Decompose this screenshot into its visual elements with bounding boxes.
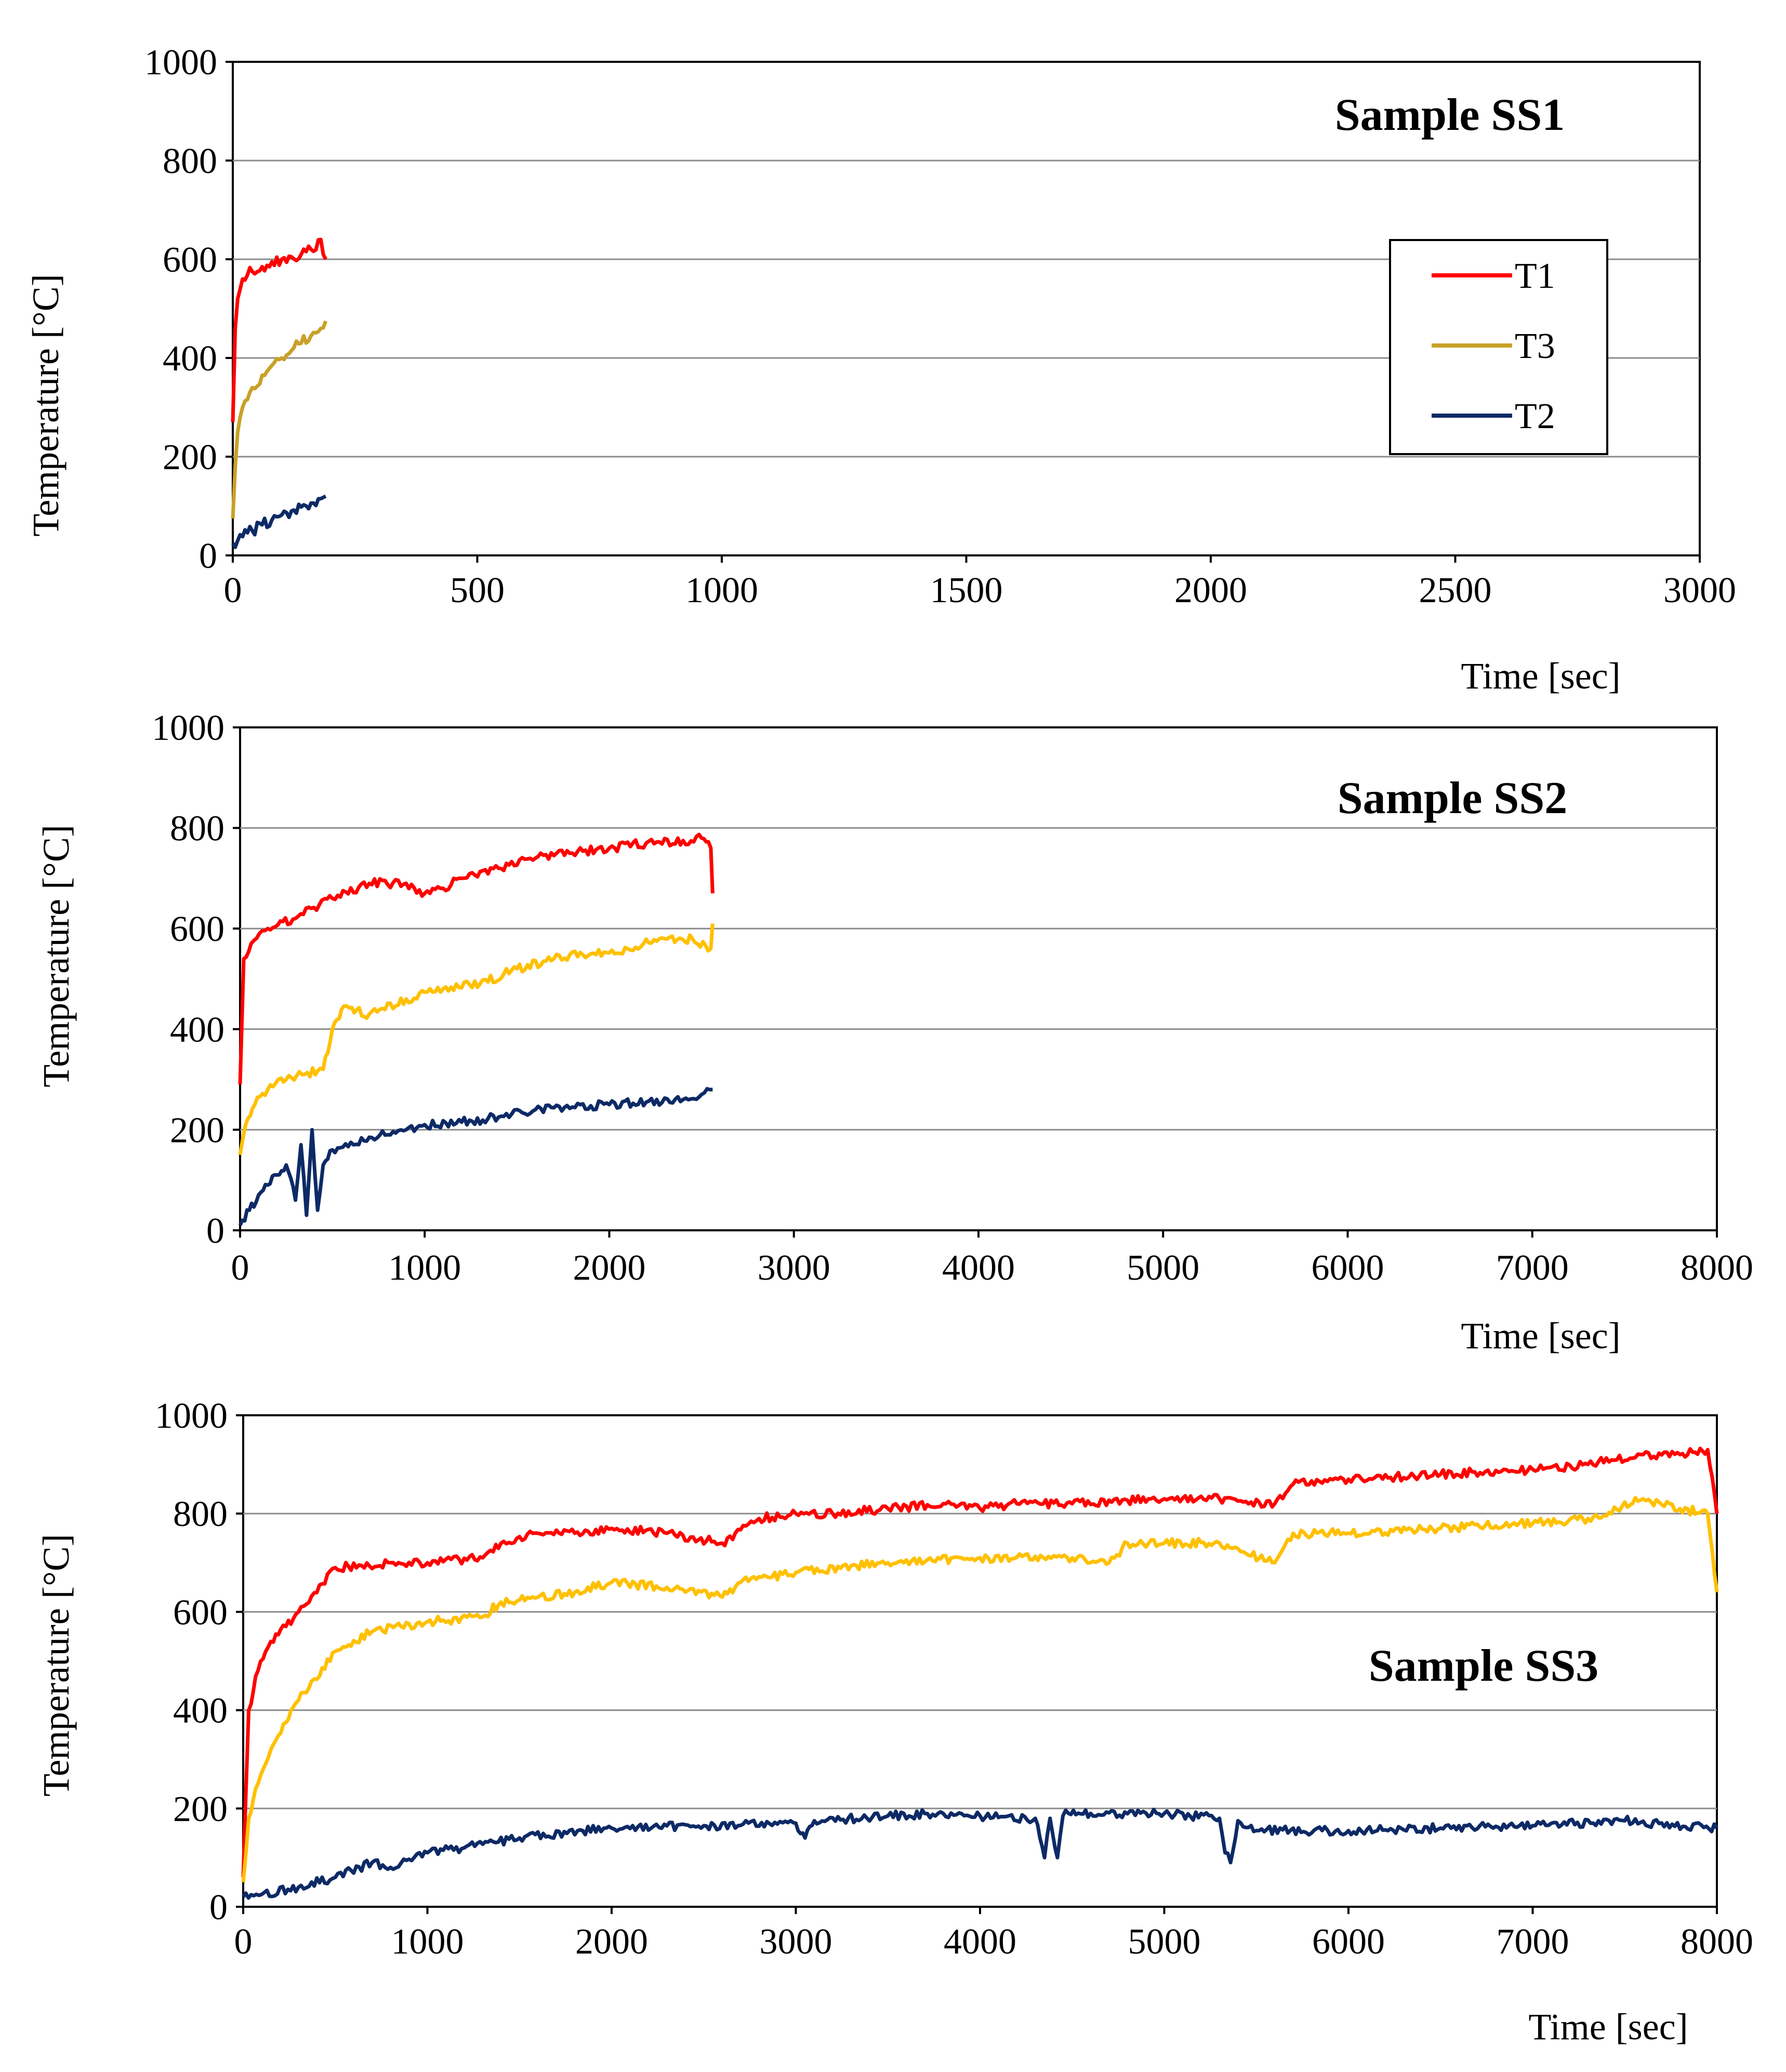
chart-panel-ss1: 0 200 400 600 800 1000 0 500 1000 1500 2000 2500 30… xyxy=(25,43,1736,697)
x-tick-label: 4000 xyxy=(944,1922,1016,1962)
x-tick-labels: 0 1000 2000 3000 4000 5000 6000 7000 8000 xyxy=(231,1230,1753,1288)
x-tick-label: 3000 xyxy=(760,1922,832,1962)
gridlines xyxy=(240,827,1717,1131)
series-group xyxy=(238,832,715,1226)
y-tick-label: 0 xyxy=(209,1888,228,1928)
x-axis-label: Time [sec] xyxy=(1461,655,1620,697)
x-tick-label: 2000 xyxy=(575,1922,648,1962)
chart-panel-ss2: 0 200 400 600 800 1000 0 1000 2000 3000 4000 5000 6… xyxy=(35,708,1753,1357)
series-line-t1 xyxy=(231,237,327,422)
x-tick-label: 5000 xyxy=(1127,1248,1199,1288)
chart-panel-ss3: 0 200 400 600 800 1000 0 1000 2000 3000 4000 5000 6… xyxy=(35,1396,1753,2048)
x-tick-label: 3000 xyxy=(758,1248,830,1288)
gridlines xyxy=(243,1512,1717,1810)
x-tick-label: 8000 xyxy=(1681,1248,1753,1288)
x-tick-label: 2000 xyxy=(573,1248,646,1288)
x-tick-label: 2500 xyxy=(1419,570,1492,610)
chart-title: Sample SS3 xyxy=(1369,1641,1599,1691)
x-tick-labels: 0 1000 2000 3000 4000 5000 6000 7000 8000 xyxy=(234,1907,1753,1962)
x-tick-label: 8000 xyxy=(1681,1922,1753,1962)
y-axis-label: Temperature [°C] xyxy=(35,825,77,1087)
series-line-t2 xyxy=(231,494,327,549)
y-tick-label: 200 xyxy=(170,1110,224,1150)
x-tick-labels: 0 500 1000 1500 2000 2500 3000 xyxy=(224,555,1736,610)
legend-label-t2: T2 xyxy=(1515,396,1555,436)
series-line-t3 xyxy=(231,320,328,519)
legend-label-t1: T1 xyxy=(1515,256,1555,296)
chart-title: Sample SS1 xyxy=(1335,90,1565,140)
x-tick-label: 1000 xyxy=(685,570,758,610)
x-tick-label: 0 xyxy=(224,570,242,610)
x-tick-label: 0 xyxy=(234,1922,253,1962)
x-axis-label: Time [sec] xyxy=(1461,1315,1620,1357)
series-line-t3 xyxy=(238,923,715,1155)
chart-title: Sample SS2 xyxy=(1338,773,1568,824)
series-group xyxy=(231,237,328,549)
y-tick-label: 600 xyxy=(170,909,224,949)
y-tick-label: 200 xyxy=(163,437,217,477)
y-tick-label: 400 xyxy=(163,339,217,379)
x-tick-label: 7000 xyxy=(1497,1922,1569,1962)
x-tick-label: 0 xyxy=(231,1248,249,1288)
y-tick-labels: 0 200 400 600 800 1000 xyxy=(155,1396,243,1928)
x-tick-label: 1500 xyxy=(930,570,1003,610)
x-tick-label: 1000 xyxy=(391,1922,464,1962)
y-tick-label: 1000 xyxy=(155,1396,228,1436)
series-line-t3 xyxy=(241,1496,1719,1883)
y-tick-labels: 0 200 400 600 800 1000 xyxy=(144,43,233,576)
x-tick-label: 500 xyxy=(450,570,505,610)
x-tick-label: 6000 xyxy=(1312,1248,1384,1288)
x-tick-label: 6000 xyxy=(1312,1922,1385,1962)
x-tick-label: 2000 xyxy=(1174,570,1247,610)
y-tick-label: 400 xyxy=(173,1691,228,1731)
y-tick-label: 800 xyxy=(173,1494,228,1534)
y-tick-label: 1000 xyxy=(144,43,217,83)
y-tick-label: 1000 xyxy=(152,708,224,748)
y-tick-label: 400 xyxy=(170,1010,224,1050)
y-tick-label: 0 xyxy=(206,1211,224,1251)
y-tick-labels: 0 200 400 600 800 1000 xyxy=(152,708,240,1251)
y-axis-label: Temperature [°C] xyxy=(35,1534,77,1797)
x-tick-label: 5000 xyxy=(1128,1922,1201,1962)
series-line-t2 xyxy=(242,1808,1718,1900)
legend: T1 T3 T2 xyxy=(1389,239,1608,455)
y-tick-label: 600 xyxy=(173,1592,228,1632)
y-axis-label: Temperature [°C] xyxy=(25,274,67,537)
y-tick-label: 600 xyxy=(163,240,217,280)
legend-label-t3: T3 xyxy=(1515,326,1555,366)
series-line-t2 xyxy=(238,1087,713,1226)
x-tick-label: 7000 xyxy=(1496,1248,1569,1288)
y-tick-label: 0 xyxy=(199,536,217,576)
x-axis-label: Time [sec] xyxy=(1528,2006,1688,2048)
series-line-t1 xyxy=(238,832,715,1085)
y-tick-label: 800 xyxy=(163,141,217,181)
x-tick-label: 3000 xyxy=(1663,570,1736,610)
y-tick-label: 800 xyxy=(170,809,224,849)
series-group xyxy=(241,1446,1719,1900)
x-tick-label: 4000 xyxy=(942,1248,1015,1288)
x-tick-label: 1000 xyxy=(388,1248,461,1288)
series-line-t1 xyxy=(241,1446,1719,1878)
y-tick-label: 200 xyxy=(173,1789,228,1829)
